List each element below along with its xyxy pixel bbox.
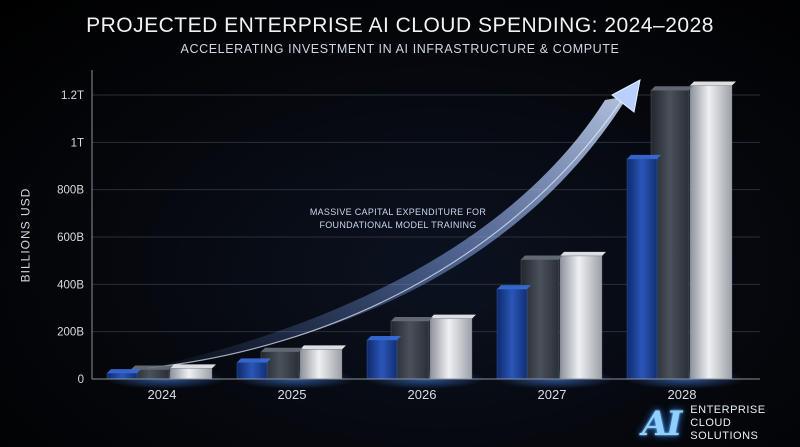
- chart-title: PROJECTED ENTERPRISE AI CLOUD SPENDING: …: [86, 14, 714, 37]
- y-tick-label: 400B: [57, 279, 84, 291]
- axis-layer: 0 200B 400B 600B 800B 1T 1.2T 2024 2025 2026 2027 2…: [57, 70, 760, 402]
- bar-2024-series-3: [170, 368, 212, 379]
- bar-top-2024-s2: [170, 364, 216, 369]
- bar-top-2024-s1: [131, 365, 173, 370]
- x-tick-label: 2025: [278, 387, 307, 402]
- company-logo: AI ENTERPRISE CLOUD SOLUTIONS: [642, 404, 800, 443]
- bar-top-2024-s0: [107, 369, 141, 374]
- y-tick-label: 800B: [57, 185, 84, 197]
- bar-top-2027-s1: [521, 255, 563, 260]
- bar-layer: [106, 81, 736, 380]
- x-tick-label: 2026: [408, 387, 437, 402]
- bar-2027-series-3: [560, 255, 602, 379]
- annotation-line-2: FOUNDATIONAL MODEL TRAINING: [319, 220, 476, 230]
- bar-top-2027-s0: [497, 285, 531, 290]
- growth-arrow-head: [611, 79, 641, 113]
- logo-text-line-1: ENTERPRISE: [690, 404, 766, 416]
- logo-text: ENTERPRISE CLOUD SOLUTIONS: [690, 404, 800, 443]
- bar-2028-series-3: [690, 85, 732, 380]
- growth-arrow-highlight: [147, 99, 623, 369]
- annotation-line-1: MASSIVE CAPITAL EXPENDITURE FOR: [310, 207, 487, 217]
- bar-2026-series-2: [391, 321, 429, 379]
- x-tick-label: 2027: [538, 387, 567, 402]
- chart-subtitle: ACCELERATING INVESTMENT IN AI INFRASTRUC…: [180, 42, 620, 56]
- y-tick-label: 600B: [57, 232, 84, 244]
- bar-2026-series-1: [367, 339, 397, 379]
- bar-2026-series-3: [430, 318, 472, 379]
- x-tick-label: 2028: [668, 387, 697, 402]
- bar-2025-series-3: [300, 349, 342, 379]
- bar-top-2026-s0: [367, 335, 401, 340]
- bar-top-2026-s1: [391, 317, 433, 322]
- logo-text-line-2: CLOUD SOLUTIONS: [690, 417, 759, 442]
- bar-top-2028-s0: [627, 154, 661, 159]
- x-tick-label: 2024: [148, 387, 177, 402]
- bar-top-2028-s1: [651, 86, 693, 91]
- bar-2028-series-2: [651, 90, 689, 380]
- bar-2027-series-2: [521, 259, 559, 379]
- bar-2025-series-2: [261, 351, 299, 379]
- bar-top-2026-s2: [430, 314, 476, 319]
- bar-2024-series-2: [131, 369, 169, 379]
- bar-2027-series-1: [497, 289, 527, 379]
- bar-2025-series-1: [237, 362, 267, 379]
- y-tick-label: 1T: [71, 137, 84, 149]
- bar-top-2027-s2: [560, 251, 606, 256]
- bar-2024-series-1: [107, 373, 137, 379]
- bar-2028-series-1: [627, 158, 657, 379]
- y-tick-label: 1.2T: [61, 90, 84, 102]
- ai-logo-mark: AI: [642, 403, 682, 444]
- y-tick-label: 200B: [57, 327, 84, 339]
- bar-top-2025-s1: [261, 347, 303, 352]
- bar-top-2025-s0: [237, 358, 271, 363]
- y-tick-label: 0: [78, 374, 84, 386]
- bar-top-2025-s2: [300, 345, 346, 350]
- bar-top-2028-s2: [690, 81, 736, 86]
- growth-arrow: [147, 79, 641, 369]
